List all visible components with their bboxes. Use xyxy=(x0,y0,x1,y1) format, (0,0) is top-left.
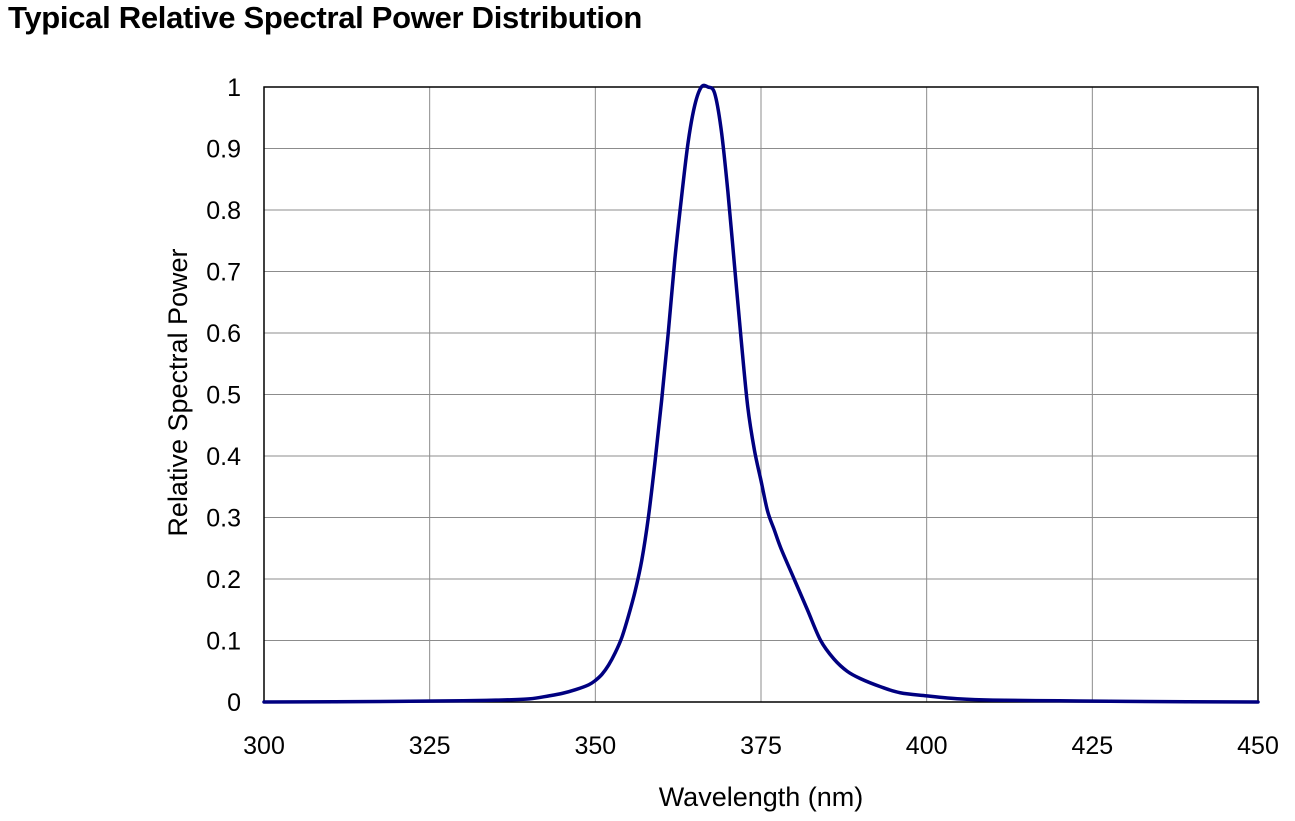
grid-lines xyxy=(263,86,1259,703)
x-axis-tick-labels: 300 325 350 375 400 425 450 xyxy=(243,732,1279,760)
y-tick-label: 0.1 xyxy=(206,628,241,656)
y-tick-label: 0.5 xyxy=(206,382,241,410)
y-tick-label: 0.6 xyxy=(206,320,241,348)
x-tick-label: 400 xyxy=(906,732,948,760)
y-tick-label: 1 xyxy=(227,74,241,102)
y-axis-label: Relative Spectral Power xyxy=(163,248,193,536)
y-tick-label: 0 xyxy=(227,689,241,717)
x-tick-label: 300 xyxy=(243,732,285,760)
x-tick-label: 425 xyxy=(1071,732,1113,760)
chart-title: Typical Relative Spectral Power Distribu… xyxy=(8,0,642,35)
spectral-power-curve xyxy=(262,83,1260,704)
y-tick-label: 0.9 xyxy=(206,136,241,164)
x-tick-label: 350 xyxy=(574,732,616,760)
y-tick-label: 0.4 xyxy=(206,443,241,471)
x-tick-label: 450 xyxy=(1237,732,1279,760)
y-tick-label: 0.3 xyxy=(206,505,241,533)
y-tick-label: 0.7 xyxy=(206,259,241,287)
y-axis-tick-labels: 0 0.1 0.2 0.3 0.4 0.5 0.6 0.7 0.8 0.9 1 xyxy=(206,74,241,717)
x-axis-label: Wavelength (nm) xyxy=(659,782,864,812)
y-tick-label: 0.8 xyxy=(206,197,241,225)
y-tick-label: 0.2 xyxy=(206,566,241,594)
plot-area-frame xyxy=(263,86,1259,703)
x-tick-label: 325 xyxy=(409,732,451,760)
x-tick-label: 375 xyxy=(740,732,782,760)
